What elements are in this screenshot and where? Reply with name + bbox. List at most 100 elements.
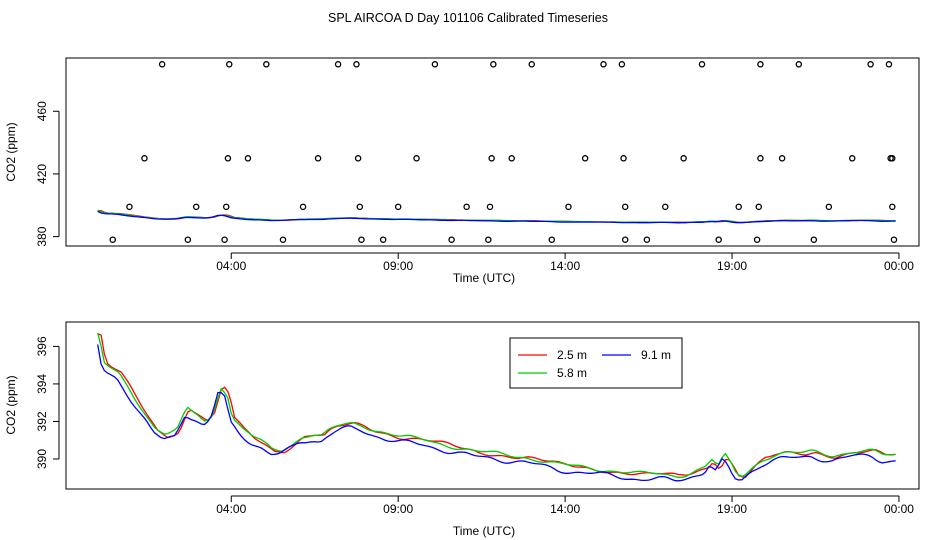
x-tick-label-top: 14:00 xyxy=(550,259,580,273)
calibration-point xyxy=(508,155,515,162)
series-line-bottom-2-5-m xyxy=(97,333,896,478)
legend-box xyxy=(509,337,683,389)
calibration-point xyxy=(753,236,761,243)
calibration-point xyxy=(299,203,307,211)
calibration-point xyxy=(662,203,669,211)
y-tick-label-bot: 390 xyxy=(35,449,49,469)
calibration-point xyxy=(621,236,629,243)
calibration-point xyxy=(431,61,439,68)
calibration-point xyxy=(394,203,402,211)
calibration-point xyxy=(757,155,764,162)
calibration-point xyxy=(778,155,786,162)
x-tick-label-bot: 19:00 xyxy=(717,502,747,516)
calibration-point xyxy=(192,203,200,211)
calibration-point xyxy=(224,155,232,162)
calibration-point xyxy=(548,236,556,243)
calibration-point xyxy=(485,236,492,243)
calibration-point xyxy=(735,203,742,211)
chart-title: SPL AIRCOA D Day 101106 Calibrated Times… xyxy=(328,11,608,25)
calibration-point xyxy=(715,236,722,243)
calibration-point xyxy=(643,236,651,243)
x-axis-label-bottom: Time (UTC) xyxy=(453,524,515,538)
calibration-point xyxy=(488,155,495,162)
calibration-point xyxy=(141,155,148,162)
calibration-point xyxy=(221,236,228,243)
calibration-point xyxy=(486,203,494,211)
x-tick-label-top: 04:00 xyxy=(216,259,246,273)
y-axis-label-bottom: CO2 (ppm) xyxy=(4,375,18,434)
y-axis-label-top: CO2 (ppm) xyxy=(4,122,18,181)
calibration-point xyxy=(757,61,764,68)
calibration-point xyxy=(795,61,803,68)
series-line-bottom-9-1-m xyxy=(97,344,896,482)
plot-frame-bottom xyxy=(65,321,920,490)
x-tick-label-bot: 04:00 xyxy=(216,502,246,516)
calibration-points-top xyxy=(109,61,898,243)
calibration-point xyxy=(680,155,687,162)
x-tick-label-top: 09:00 xyxy=(383,259,413,273)
panel-top-calibration-scatter: 04:00 09:00 14:00 19:00 00:00 380 420 460 Time… xyxy=(4,57,920,285)
calibration-point xyxy=(358,236,365,243)
x-tick-label-top: 19:00 xyxy=(717,259,747,273)
calibration-point xyxy=(244,155,252,162)
x-tick-label-bot: 00:00 xyxy=(884,502,914,516)
calibration-point xyxy=(413,155,420,162)
panel-bottom-timeseries: 04:00 09:00 14:00 19:00 00:00 390 392 394 396 T… xyxy=(4,321,920,538)
calibration-point xyxy=(867,61,874,68)
legend: 2.5 m 5.8 m 9.1 m xyxy=(509,337,683,389)
x-tick-label-bot: 09:00 xyxy=(383,502,413,516)
x-tick-label-bot: 14:00 xyxy=(550,502,580,516)
calibration-point xyxy=(528,61,535,68)
calibration-point xyxy=(354,155,362,162)
calibration-point xyxy=(126,203,133,211)
x-axis-bottom: 04:00 09:00 14:00 19:00 00:00 xyxy=(216,495,914,516)
calibration-point xyxy=(226,61,233,68)
plot-frame-top xyxy=(65,57,920,247)
calibration-point xyxy=(158,61,166,68)
legend-label-9-1m: 9.1 m xyxy=(641,348,671,362)
calibration-point xyxy=(223,203,230,211)
x-tick-label-top: 00:00 xyxy=(884,259,914,273)
legend-label-2-5m: 2.5 m xyxy=(557,348,587,362)
y-tick-label-top: 380 xyxy=(35,226,49,246)
x-axis-label-top: Time (UTC) xyxy=(453,271,515,285)
calibration-point xyxy=(755,203,762,211)
calibration-point xyxy=(620,155,627,162)
calibration-point xyxy=(889,203,896,211)
calibration-point xyxy=(565,203,572,211)
series-line-top-9-1-m xyxy=(97,210,896,224)
calibration-point xyxy=(600,61,607,68)
calibration-point xyxy=(279,236,287,243)
calibration-point xyxy=(448,236,455,243)
calibration-point xyxy=(810,236,818,243)
y-tick-label-top: 420 xyxy=(35,164,49,184)
calibration-point xyxy=(109,236,116,243)
calibration-point xyxy=(263,61,270,68)
legend-label-5-8m: 5.8 m xyxy=(557,366,587,380)
calibration-point xyxy=(314,155,322,162)
calibration-point xyxy=(621,203,629,211)
calibration-point xyxy=(356,203,364,211)
calibration-point xyxy=(334,61,342,68)
y-tick-label-bot: 394 xyxy=(35,374,49,394)
y-axis-top: 380 420 460 xyxy=(35,101,60,247)
x-axis-top: 04:00 09:00 14:00 19:00 00:00 xyxy=(216,252,914,273)
calibration-point xyxy=(825,203,833,211)
calibration-point xyxy=(463,203,470,211)
calibration-point xyxy=(618,61,626,68)
y-tick-label-bot: 396 xyxy=(35,336,49,356)
series-lines-bottom xyxy=(97,332,896,482)
calibration-point xyxy=(184,236,192,243)
calibration-point xyxy=(490,61,497,68)
y-axis-bottom: 390 392 394 396 xyxy=(35,336,60,469)
calibration-point xyxy=(379,236,387,243)
calibration-point xyxy=(889,155,896,162)
calibration-point xyxy=(848,155,856,162)
y-tick-label-top: 460 xyxy=(35,101,49,121)
calibration-point xyxy=(885,61,893,68)
series-lines-top xyxy=(97,209,896,224)
calibration-point xyxy=(698,61,706,68)
y-tick-label-bot: 392 xyxy=(35,411,49,431)
calibration-point xyxy=(581,155,589,162)
